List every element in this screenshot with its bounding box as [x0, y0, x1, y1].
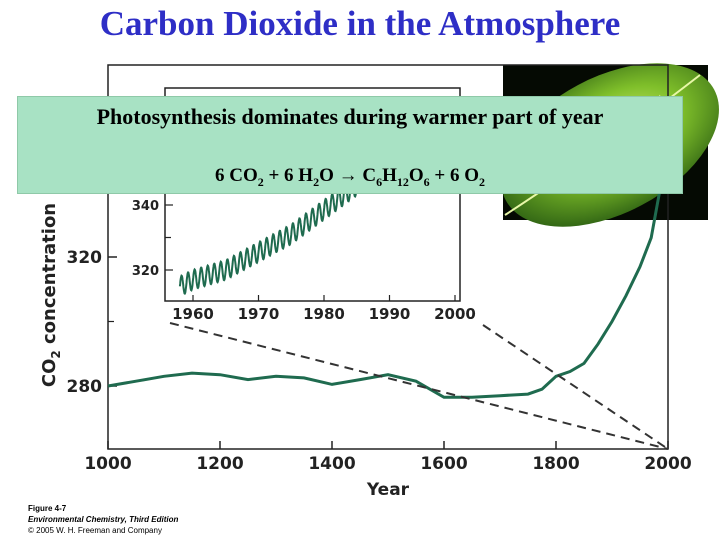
main-y-tick-label: 320: [67, 248, 103, 268]
main-x-tick-label: 1600: [420, 454, 467, 474]
main-x-tick-label: 1400: [308, 454, 355, 474]
connector-line-right: [482, 324, 669, 450]
inset-y-tick-label: 340: [132, 199, 159, 214]
figure-credit: Figure 4-7 Environmental Chemistry, Thir…: [28, 503, 178, 536]
main-x-tick-label: 1200: [196, 454, 243, 474]
inset-axes: 1960 1970 1980 1990 2000 320 340: [132, 199, 476, 323]
main-x-tick-label: 2000: [644, 454, 691, 474]
photosynthesis-callout: Photosynthesis dominates during warmer p…: [17, 96, 683, 194]
main-x-tick-label: 1000: [84, 454, 131, 474]
inset-y-tick-label: 320: [132, 264, 159, 279]
connector-line-left: [169, 322, 669, 450]
inset-x-tick-label: 1970: [238, 305, 280, 323]
callout-text: Photosynthesis dominates during warmer p…: [96, 104, 604, 129]
book-title: Environmental Chemistry, Third Edition: [28, 515, 179, 524]
copyright: © 2005 W. H. Freeman and Company: [28, 526, 162, 535]
main-y-tick-label: 280: [67, 377, 103, 397]
slide-title: Carbon Dioxide in the Atmosphere: [99, 4, 621, 43]
inset-series-line: [178, 152, 391, 296]
figure-number: Figure 4-7: [28, 504, 67, 513]
main-x-axis-label: Year: [366, 480, 410, 500]
main-y-axis-label: CO2 concentration: [39, 203, 63, 387]
main-series-line: [107, 127, 670, 399]
photosynthesis-equation: 6 CO2 + 6 H2O → C6H12O6 + 6 O2: [214, 165, 486, 189]
inset-x-tick-label: 1990: [369, 305, 411, 323]
inset-x-tick-label: 1980: [303, 305, 345, 323]
inset-x-tick-label: 1960: [172, 305, 214, 323]
main-x-tick-label: 1800: [532, 454, 579, 474]
inset-x-tick-label: 2000: [434, 305, 476, 323]
main-axes: 1000 1200 1400 1600 1800 2000 280 320: [67, 191, 692, 474]
